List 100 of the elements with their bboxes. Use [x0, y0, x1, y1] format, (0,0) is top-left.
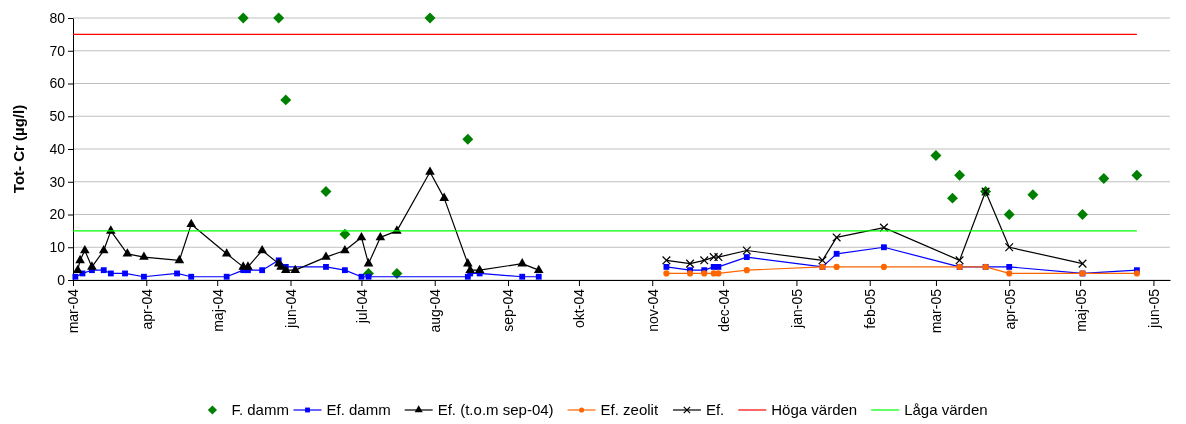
x-tick-label: dec-04: [715, 288, 732, 332]
point: [363, 258, 374, 267]
point: [832, 233, 842, 242]
x-tick-label: apr-04: [138, 288, 155, 330]
point: [743, 254, 750, 260]
point: [174, 254, 185, 264]
point: [1004, 242, 1014, 252]
point: [1077, 209, 1088, 220]
point: [280, 94, 292, 106]
y-tick-label: 20: [49, 206, 66, 223]
point: [699, 255, 709, 265]
y-tick-label: 40: [49, 140, 66, 157]
point: [259, 267, 266, 274]
point: [340, 244, 350, 254]
point: [930, 150, 942, 162]
point: [98, 244, 109, 254]
point: [1006, 263, 1013, 270]
point: [1098, 173, 1110, 184]
point: [833, 250, 840, 257]
x-tick-label: maj-04: [209, 288, 226, 332]
point: [273, 12, 285, 24]
x-tick-label: okt-04: [571, 288, 588, 328]
point: [474, 264, 485, 273]
x-tick-label: aug-04: [427, 288, 444, 333]
point: [80, 244, 90, 254]
point: [72, 273, 79, 280]
point: [223, 273, 230, 280]
point: [375, 231, 386, 241]
legend-label: Låga värden: [904, 401, 988, 419]
y-tick-label: 10: [49, 239, 66, 256]
point: [237, 12, 249, 24]
point: [341, 267, 348, 274]
point: [221, 248, 232, 257]
point: [1003, 209, 1015, 220]
legend-label: Ef. zeolit: [600, 401, 659, 419]
point: [661, 255, 671, 265]
y-tick-label: 70: [49, 42, 66, 59]
point: [743, 267, 750, 274]
y-tick-label: 60: [49, 75, 66, 92]
y-tick-label: 50: [49, 108, 66, 125]
point: [257, 244, 267, 254]
point: [955, 255, 965, 265]
point: [1131, 169, 1143, 181]
point: [947, 192, 958, 204]
point: [715, 270, 722, 277]
point: [685, 259, 695, 269]
point: [320, 186, 332, 198]
point: [356, 231, 367, 241]
x-tick-label: feb-05: [862, 288, 879, 329]
point: [186, 218, 197, 228]
legend-label: Ef. damm: [326, 401, 391, 419]
point: [954, 169, 966, 181]
point: [391, 267, 403, 279]
y-tick-label: 80: [49, 9, 66, 26]
point: [462, 133, 474, 145]
point: [87, 261, 97, 270]
x-tick-label: mar-05: [928, 288, 945, 334]
legend-label: Ef. (t.o.m sep-04): [437, 401, 554, 419]
point: [709, 252, 719, 262]
y-axis-title: Tot- Cr (µg/l): [10, 104, 27, 194]
point: [424, 12, 436, 24]
point: [139, 251, 149, 260]
x-tick-label: jan-05: [788, 288, 805, 329]
point: [100, 267, 107, 274]
y-tick-label: 0: [57, 271, 66, 288]
x-tick-label: jun-05: [1145, 288, 1162, 329]
x-tick-label: nov-04: [644, 288, 661, 332]
x-tick-label: apr-05: [1001, 288, 1018, 330]
point: [141, 273, 147, 280]
point: [1078, 259, 1087, 269]
legend-label: Höga värden: [771, 401, 858, 419]
point: [663, 270, 670, 277]
x-tick-label: jul-04: [353, 288, 370, 325]
point: [75, 254, 85, 264]
point: [188, 273, 195, 280]
point: [881, 244, 887, 251]
point: [880, 263, 888, 270]
point: [533, 264, 544, 273]
legend-label: F. damm: [231, 401, 289, 419]
x-tick-label: sep-04: [500, 288, 517, 332]
point: [833, 263, 840, 270]
point: [879, 223, 889, 233]
x-tick-label: mar-04: [65, 288, 82, 334]
point: [321, 251, 331, 260]
point: [535, 273, 542, 280]
point: [818, 255, 827, 265]
point: [1006, 270, 1013, 277]
x-tick-label: jun-04: [282, 288, 299, 329]
point: [122, 248, 133, 257]
point: [439, 192, 449, 201]
point: [290, 264, 301, 273]
point: [517, 258, 528, 267]
point: [742, 246, 752, 255]
legend-label: Ef.: [705, 401, 725, 419]
point: [519, 273, 526, 280]
x-tick-label: maj-05: [1072, 288, 1089, 332]
point: [425, 166, 435, 175]
point: [323, 263, 329, 270]
point: [1027, 189, 1039, 201]
point: [243, 261, 253, 270]
